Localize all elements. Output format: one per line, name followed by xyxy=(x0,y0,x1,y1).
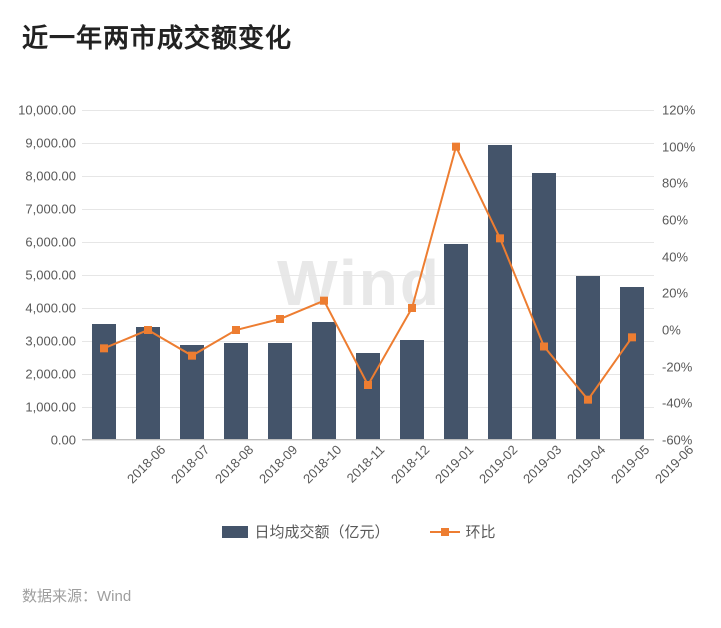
legend-label-bar: 日均成交额（亿元） xyxy=(254,521,389,542)
x-label: 2019-02 xyxy=(476,442,520,486)
x-label: 2019-03 xyxy=(520,442,564,486)
y2-tick: 20% xyxy=(658,287,708,300)
y1-tick: 4,000.00 xyxy=(10,302,80,315)
y1-tick: 10,000.00 xyxy=(10,104,80,117)
x-label: 2018-09 xyxy=(256,442,300,486)
x-label: 2018-10 xyxy=(300,442,344,486)
y2-tick: 80% xyxy=(658,177,708,190)
chart-title: 近一年两市成交额变化 xyxy=(22,18,292,55)
y2-tick: -40% xyxy=(658,397,708,410)
bar xyxy=(356,353,380,439)
bar xyxy=(444,244,468,439)
x-label: 2018-06 xyxy=(124,442,168,486)
bar xyxy=(92,324,116,440)
y1-tick: 3,000.00 xyxy=(10,335,80,348)
bar xyxy=(136,327,160,439)
y1-tick: 8,000.00 xyxy=(10,170,80,183)
legend-label-line: 环比 xyxy=(466,521,496,542)
y1-tick: 6,000.00 xyxy=(10,236,80,249)
bar xyxy=(620,287,644,439)
bar xyxy=(180,345,204,439)
bar xyxy=(488,145,512,439)
legend-item-bar: 日均成交额（亿元） xyxy=(222,521,389,542)
bars-layer xyxy=(82,110,654,439)
bar xyxy=(224,343,248,439)
y1-tick: 7,000.00 xyxy=(10,203,80,216)
y-axis-left: 0.001,000.002,000.003,000.004,000.005,00… xyxy=(10,110,80,440)
x-label: 2018-07 xyxy=(168,442,212,486)
x-label: 2019-05 xyxy=(608,442,652,486)
x-label: 2018-12 xyxy=(388,442,432,486)
legend-item-line: 环比 xyxy=(430,521,496,542)
y2-tick: -20% xyxy=(658,360,708,373)
y1-tick: 5,000.00 xyxy=(10,269,80,282)
legend-swatch-line xyxy=(430,531,460,533)
x-label: 2019-01 xyxy=(432,442,476,486)
x-label: 2018-11 xyxy=(344,442,388,486)
legend: 日均成交额（亿元） 环比 xyxy=(10,521,708,542)
x-label: 2019-06 xyxy=(652,442,696,486)
bar xyxy=(312,322,336,439)
y1-tick: 1,000.00 xyxy=(10,401,80,414)
x-label: 2019-04 xyxy=(564,442,608,486)
y1-tick: 9,000.00 xyxy=(10,137,80,150)
y1-tick: 0.00 xyxy=(10,434,80,447)
bar xyxy=(268,343,292,439)
bar xyxy=(400,340,424,439)
legend-swatch-bar xyxy=(222,526,248,538)
y2-tick: 60% xyxy=(658,214,708,227)
bar xyxy=(576,276,600,439)
chart-container: Wind 0.001,000.002,000.003,000.004,000.0… xyxy=(10,90,708,550)
data-source: 数据来源：Wind xyxy=(22,585,131,606)
y1-tick: 2,000.00 xyxy=(10,368,80,381)
y-axis-right: -60%-40%-20%0%20%40%60%80%100%120% xyxy=(658,110,708,440)
bar xyxy=(532,173,556,439)
y2-tick: 120% xyxy=(658,104,708,117)
plot-area xyxy=(82,110,654,440)
y2-tick: 100% xyxy=(658,140,708,153)
y2-tick: 40% xyxy=(658,250,708,263)
x-axis-labels: 2018-062018-072018-082018-092018-102018-… xyxy=(82,440,654,510)
y2-tick: 0% xyxy=(658,324,708,337)
x-label: 2018-08 xyxy=(212,442,256,486)
